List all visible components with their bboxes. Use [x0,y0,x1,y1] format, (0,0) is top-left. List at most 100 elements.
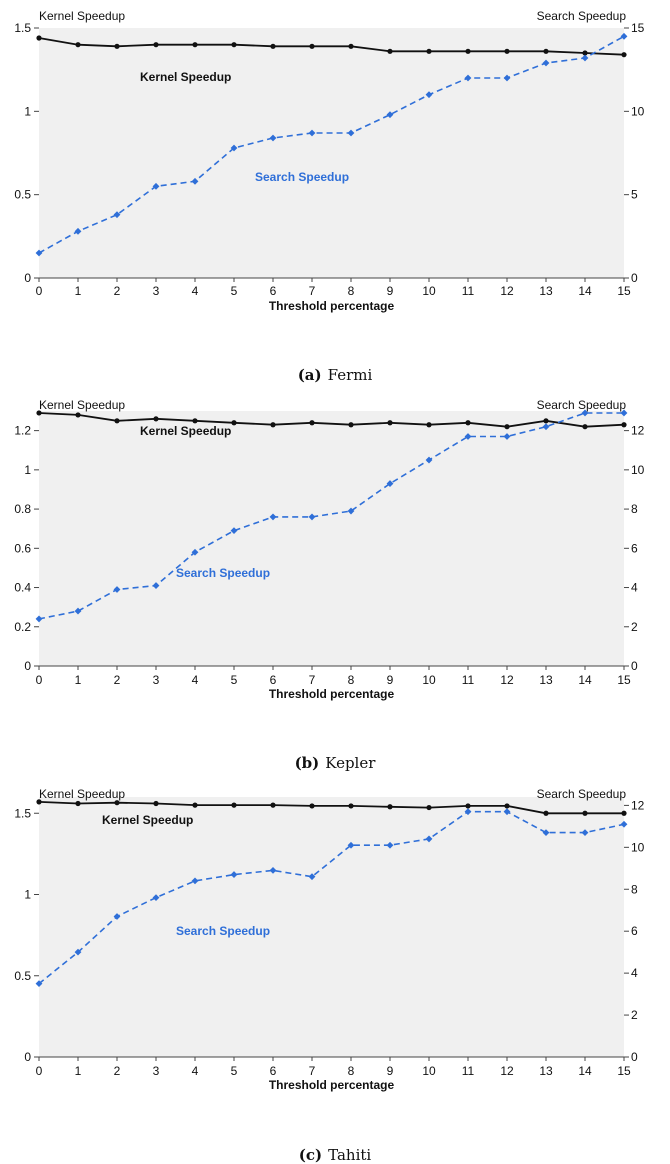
x-axis-title: Threshold percentage [269,687,395,701]
search-speedup-point [113,211,121,219]
kernel-speedup-point [348,803,354,809]
right-y-tick-label: 15 [631,21,645,35]
kernel-speedup-point [36,799,42,805]
kernel-speedup-point [426,422,432,428]
x-tick-label: 14 [578,673,592,687]
x-tick-label: 4 [192,673,199,687]
search-speedup-point [464,433,472,440]
kernel-speedup-annotation: Kernel Speedup [140,70,231,84]
right-axis-title: Search Speedup [537,9,627,23]
x-tick-label: 7 [309,673,316,687]
left-y-tick-label: 1 [24,888,31,902]
x-axis-title: Threshold percentage [269,1078,395,1092]
kernel-speedup-point [348,43,354,49]
search-speedup-line [38,35,625,254]
search-speedup-point [581,54,589,62]
search-speedup-point [347,129,355,137]
left-y-tick-label: 0.2 [14,620,31,634]
kernel-speedup-point [426,48,432,54]
plot-area [39,797,624,1057]
kernel-speedup-point [231,420,237,426]
x-tick-label: 10 [422,284,436,298]
right-y-tick-label: 12 [631,798,645,812]
right-y-tick-label: 10 [631,463,645,477]
kernel-speedup-annotation: Kernel Speedup [140,424,231,438]
search-speedup-point [386,480,394,487]
right-y-tick-label: 12 [631,424,645,438]
right-y-tick-label: 8 [631,502,638,516]
search-speedup-annotation: Search Speedup [255,170,349,184]
panel-caption: (c) Tahiti [299,1146,372,1164]
search-speedup-point [347,841,355,849]
kernel-speedup-point [270,422,276,428]
x-tick-label: 12 [500,673,514,687]
left-y-tick-label: 0.6 [14,541,31,555]
kernel-speedup-point [465,48,471,54]
search-speedup-point [425,456,433,464]
x-tick-label: 2 [114,1064,121,1078]
x-tick-label: 4 [192,1064,199,1078]
search-speedup-point [191,877,199,885]
search-speedup-point [152,894,160,902]
kernel-speedup-point [387,804,393,810]
search-speedup-point [74,607,82,615]
x-tick-label: 6 [270,673,277,687]
right-y-tick-label: 4 [631,966,638,980]
x-tick-label: 14 [578,1064,592,1078]
search-speedup-point [191,548,199,556]
left-y-tick-label: 0.4 [14,581,31,595]
x-tick-label: 9 [387,1064,394,1078]
left-y-tick-label: 0.8 [14,502,31,516]
search-speedup-point [308,513,316,521]
search-speedup-point [542,423,550,431]
right-axis-title: Search Speedup [537,398,627,412]
kernel-speedup-point [582,810,588,816]
search-speedup-point [620,820,628,828]
search-speedup-point [347,507,355,515]
kernel-speedup-point [114,418,120,424]
right-y-tick-label: 8 [631,882,638,896]
right-y-tick-label: 4 [631,581,638,595]
kernel-speedup-point [621,810,627,816]
search-speedup-point [425,91,433,99]
left-y-tick-label: 0.5 [14,969,31,983]
x-tick-label: 5 [231,284,238,298]
x-tick-label: 7 [309,1064,316,1078]
x-tick-label: 11 [462,673,475,687]
kernel-speedup-point [75,800,81,807]
kernel-speedup-point [465,420,471,426]
kernel-speedup-point [231,42,237,48]
caption-letter: (a) [298,366,322,384]
kernel-speedup-point [309,420,315,426]
x-tick-label: 0 [36,673,43,687]
x-tick-label: 2 [114,673,121,687]
x-tick-label: 3 [153,1064,160,1078]
kernel-speedup-point [543,48,549,54]
x-tick-label: 15 [617,673,631,687]
kernel-speedup-point [36,35,42,41]
kernel-speedup-point [231,802,237,808]
right-y-tick-label: 2 [631,620,638,634]
x-tick-label: 9 [387,284,394,298]
x-tick-label: 1 [75,284,82,298]
search-speedup-point [113,586,121,593]
kernel-speedup-point [153,416,159,422]
kernel-speedup-annotation: Kernel Speedup [102,813,193,827]
x-tick-label: 2 [114,284,121,298]
search-speedup-point [35,249,43,257]
kernel-speedup-line [38,801,624,815]
search-speedup-point [269,513,277,521]
kernel-speedup-point [153,42,159,48]
search-speedup-point [581,409,589,417]
x-tick-label: 13 [539,1064,553,1078]
search-speedup-point [542,59,550,67]
kernel-speedup-point [543,810,549,816]
search-speedup-point [503,74,511,82]
left-y-tick-label: 0 [24,1050,31,1064]
right-y-tick-label: 10 [631,104,645,118]
x-tick-label: 3 [153,673,160,687]
kernel-speedup-point [192,802,198,808]
right-y-tick-label: 0 [631,271,638,285]
left-y-tick-label: 1 [24,463,31,477]
